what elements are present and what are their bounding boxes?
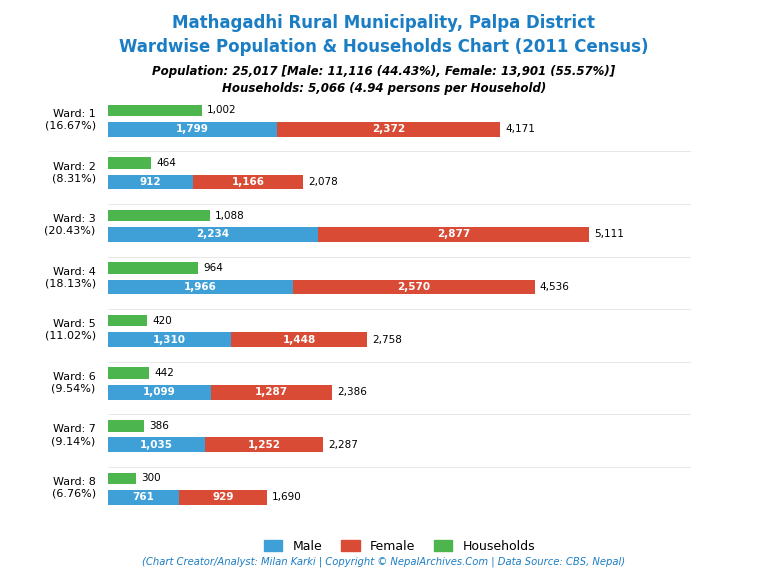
Bar: [108, 473, 136, 484]
Text: 2,877: 2,877: [437, 230, 470, 240]
Text: 1,002: 1,002: [207, 106, 237, 115]
Bar: [277, 122, 500, 137]
Text: 2,372: 2,372: [372, 124, 405, 135]
Text: 1,252: 1,252: [247, 440, 280, 450]
Text: 442: 442: [154, 368, 174, 378]
Bar: [205, 437, 323, 452]
Text: 464: 464: [157, 158, 176, 168]
Bar: [108, 210, 210, 222]
Legend: Male, Female, Households: Male, Female, Households: [259, 535, 540, 558]
Bar: [108, 104, 202, 116]
Text: Population: 25,017 [Male: 11,116 (44.43%), Female: 13,901 (55.57%)]: Population: 25,017 [Male: 11,116 (44.43%…: [152, 65, 616, 78]
Text: Households: 5,066 (4.94 persons per Household): Households: 5,066 (4.94 persons per Hous…: [222, 82, 546, 95]
Text: Wardwise Population & Households Chart (2011 Census): Wardwise Population & Households Chart (…: [119, 38, 649, 56]
Bar: [108, 280, 293, 295]
Text: 929: 929: [212, 492, 233, 502]
Bar: [108, 490, 179, 505]
Text: 1,310: 1,310: [153, 335, 186, 345]
Text: 2,758: 2,758: [372, 335, 402, 345]
Bar: [108, 315, 147, 327]
Text: 1,166: 1,166: [232, 177, 265, 187]
Bar: [293, 280, 535, 295]
Bar: [108, 157, 151, 169]
Text: 2,234: 2,234: [196, 230, 229, 240]
Text: 5,111: 5,111: [594, 230, 624, 240]
Bar: [108, 368, 149, 379]
Bar: [108, 437, 205, 452]
Text: 1,799: 1,799: [176, 124, 209, 135]
Text: 2,078: 2,078: [308, 177, 338, 187]
Text: 386: 386: [149, 421, 169, 431]
Text: 761: 761: [132, 492, 154, 502]
Bar: [108, 175, 194, 189]
Bar: [211, 385, 332, 400]
Text: 420: 420: [152, 316, 172, 326]
Text: 4,536: 4,536: [540, 282, 570, 292]
Text: 964: 964: [204, 263, 223, 273]
Text: 1,035: 1,035: [140, 440, 173, 450]
Bar: [108, 420, 144, 432]
Text: 1,448: 1,448: [283, 335, 316, 345]
Bar: [179, 490, 266, 505]
Text: 2,287: 2,287: [328, 440, 358, 450]
Text: 2,386: 2,386: [337, 387, 367, 397]
Text: 1,690: 1,690: [272, 492, 302, 502]
Bar: [194, 175, 303, 189]
Bar: [318, 227, 589, 242]
Text: 1,099: 1,099: [143, 387, 176, 397]
Bar: [108, 262, 198, 274]
Text: (Chart Creator/Analyst: Milan Karki | Copyright © NepalArchives.Com | Data Sourc: (Chart Creator/Analyst: Milan Karki | Co…: [142, 557, 626, 567]
Text: 4,171: 4,171: [505, 124, 535, 135]
Text: 2,570: 2,570: [397, 282, 430, 292]
Text: 1,287: 1,287: [255, 387, 288, 397]
Bar: [108, 332, 231, 347]
Text: 912: 912: [140, 177, 161, 187]
Bar: [108, 227, 318, 242]
Text: Mathagadhi Rural Municipality, Palpa District: Mathagadhi Rural Municipality, Palpa Dis…: [173, 14, 595, 32]
Bar: [108, 122, 277, 137]
Text: 1,088: 1,088: [215, 211, 245, 220]
Text: 300: 300: [141, 473, 161, 483]
Bar: [231, 332, 367, 347]
Bar: [108, 385, 211, 400]
Text: 1,966: 1,966: [184, 282, 217, 292]
